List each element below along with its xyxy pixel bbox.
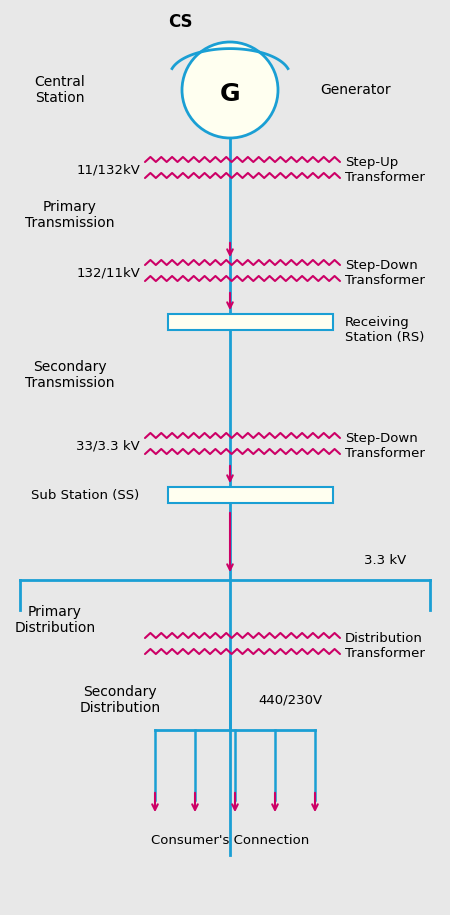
Text: Distribution
Transformer: Distribution Transformer (345, 632, 425, 660)
Text: 11/132kV: 11/132kV (76, 164, 140, 177)
Text: Sub Station (SS): Sub Station (SS) (31, 489, 139, 501)
Text: Primary
Distribution: Primary Distribution (14, 605, 95, 635)
Text: G: G (220, 82, 240, 106)
Text: 33/3.3 kV: 33/3.3 kV (76, 439, 140, 453)
Text: Central
Station: Central Station (35, 75, 86, 105)
Text: CS: CS (168, 13, 192, 31)
Text: Receiving
Station (RS): Receiving Station (RS) (345, 316, 424, 344)
Text: Step-Down
Transformer: Step-Down Transformer (345, 432, 425, 460)
Text: 132/11kV: 132/11kV (76, 266, 140, 279)
Text: Secondary
Transmission: Secondary Transmission (25, 360, 115, 390)
Circle shape (182, 42, 278, 138)
Text: 3.3 kV: 3.3 kV (364, 554, 406, 566)
Bar (167, 487, 333, 503)
Text: Secondary
Distribution: Secondary Distribution (80, 685, 161, 716)
Text: Consumer's Connection: Consumer's Connection (151, 834, 309, 846)
Text: Step-Down
Transformer: Step-Down Transformer (345, 259, 425, 287)
Bar (167, 314, 333, 330)
Text: 440/230V: 440/230V (258, 694, 322, 706)
Text: Generator: Generator (320, 83, 391, 97)
Text: Step-Up
Transformer: Step-Up Transformer (345, 156, 425, 184)
Text: Primary
Transmission: Primary Transmission (25, 199, 115, 230)
